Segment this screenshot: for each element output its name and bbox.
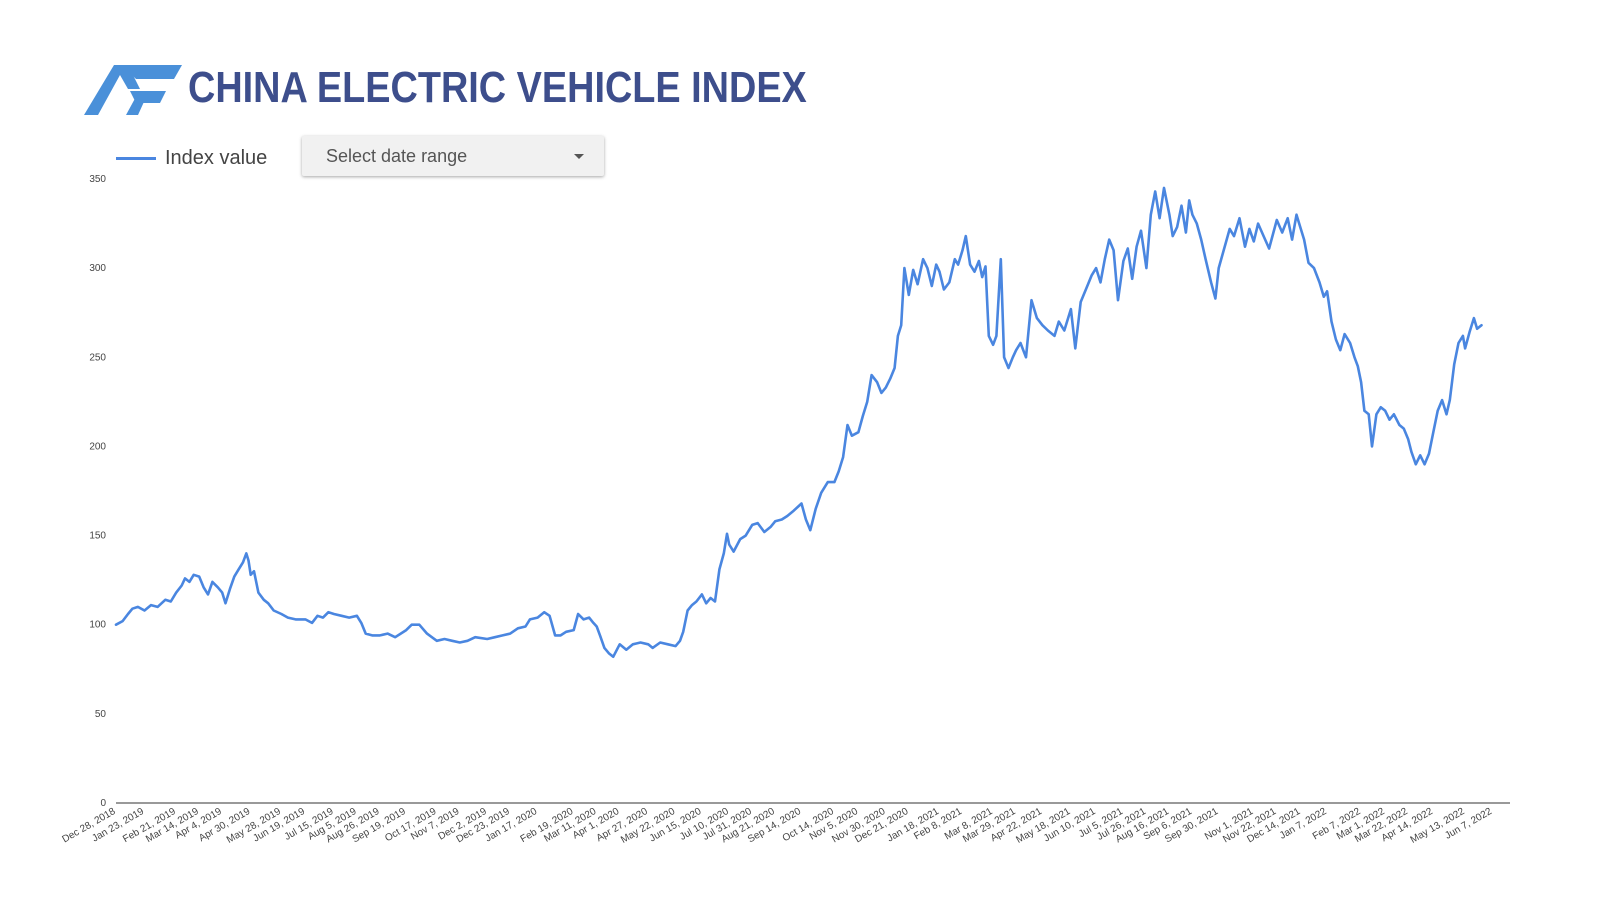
y-tick-label: 250 (89, 352, 106, 363)
y-tick-label: 150 (89, 531, 106, 542)
date-range-dropdown[interactable]: Select date range (302, 136, 604, 176)
date-range-label: Select date range (326, 145, 468, 166)
y-tick-label: 100 (89, 620, 106, 631)
page-title: CHINA ELECTRIC VEHICLE INDEX (188, 63, 807, 112)
y-tick-label: 300 (89, 263, 106, 274)
caret-down-icon (574, 153, 584, 159)
af-logo-icon (84, 65, 182, 115)
y-tick-label: 200 (89, 441, 106, 452)
chart-legend: Index value (116, 146, 267, 170)
series-line-index-value (114, 186, 1483, 659)
y-tick-label: 50 (95, 709, 107, 720)
legend-swatch (116, 156, 156, 160)
y-tick-label: 0 (100, 798, 106, 809)
legend-entry-index-value: Index value (165, 146, 268, 169)
header: CHINA ELECTRIC VEHICLE INDEX (84, 58, 908, 118)
y-tick-label: 350 (89, 174, 106, 185)
